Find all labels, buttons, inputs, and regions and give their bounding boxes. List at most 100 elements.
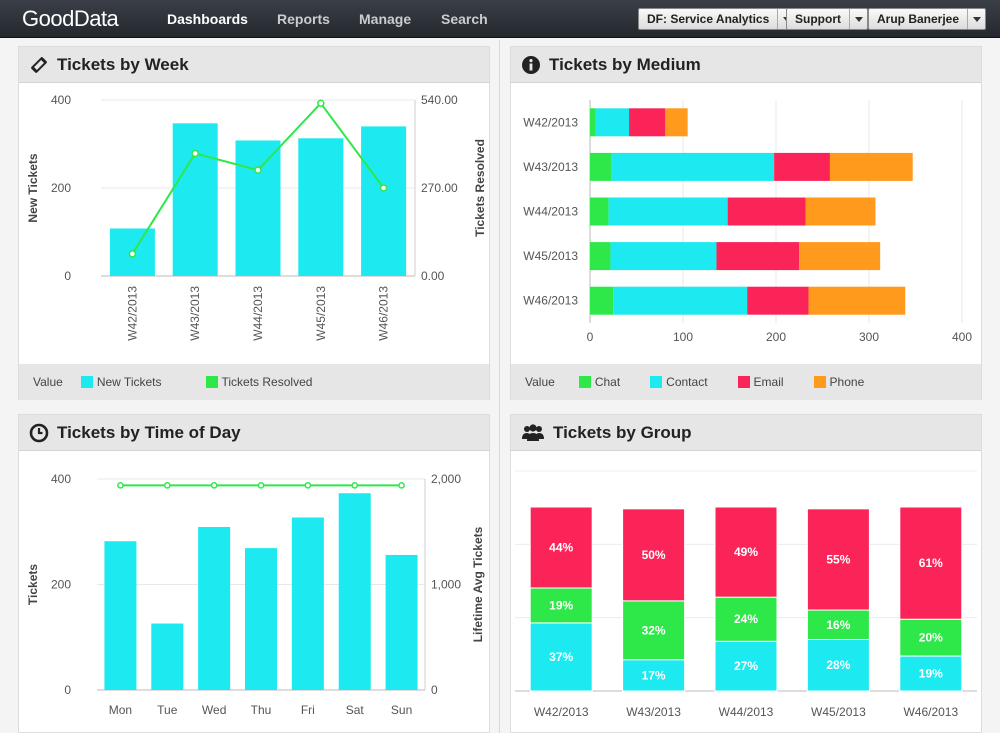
- y-tick-label: W46/2013: [523, 294, 578, 308]
- x-tick-label: Wed: [202, 703, 226, 717]
- bar-segment-email: [774, 152, 830, 181]
- nav-reports[interactable]: Reports: [277, 11, 330, 27]
- legend-item[interactable]: Contact: [650, 375, 708, 389]
- bar-tickets: [151, 623, 184, 690]
- bar-segment-email: [629, 108, 666, 137]
- point-lifetime-avg-tickets: [257, 481, 265, 489]
- panel-title: Tickets by Time of Day: [57, 422, 241, 442]
- bar-new-tickets: [361, 126, 407, 277]
- nav-manage[interactable]: Manage: [359, 11, 412, 27]
- chart-tickets-by-time-of-day: 0 0 200 1,000 400 2,000 Tickets Lifetime Avg Ti…: [26, 472, 485, 717]
- x-tick-label: 300: [859, 330, 879, 344]
- y2-axis-title: Lifetime Avg Tickets: [471, 526, 485, 642]
- panel-title: Tickets by Week: [57, 54, 189, 74]
- panel-title: Tickets by Group: [553, 422, 692, 442]
- x-tick-label: 0: [587, 330, 594, 344]
- legend-title: Value: [33, 375, 63, 389]
- data-label: 20%: [919, 631, 943, 645]
- x-tick-label: Sun: [391, 703, 412, 717]
- project-select-dropdown[interactable]: DF: Service Analytics: [638, 8, 797, 30]
- bar-tickets: [338, 493, 371, 690]
- legend-item[interactable]: Chat: [578, 375, 620, 389]
- data-label: 61%: [919, 556, 943, 570]
- y2-tick-label: 0.00: [421, 269, 445, 283]
- legend-item[interactable]: Phone: [813, 375, 865, 389]
- bar-segment-red: [529, 506, 593, 589]
- info-icon: [521, 55, 541, 75]
- ticket-icon: [29, 55, 49, 75]
- legend-item[interactable]: Tickets Resolved: [205, 375, 312, 389]
- bar-segment-chat: [590, 286, 614, 315]
- gooddata-logo[interactable]: GoodData: [22, 6, 119, 31]
- y-tick-label: 0: [64, 683, 71, 697]
- x-tick-label: 400: [952, 330, 972, 344]
- panel-tickets-by-time-of-day: Tickets by Time of Day 0 0 200 1,000 400 2,00…: [18, 414, 490, 733]
- y2-tick-label: 270.00: [421, 181, 458, 195]
- data-label: 19%: [919, 667, 943, 681]
- y-tick-label: 200: [51, 181, 71, 195]
- bar-segment-chat: [590, 197, 609, 226]
- legend-label: New Tickets: [96, 375, 162, 389]
- bar-segment-cyan: [714, 640, 778, 692]
- legend-item[interactable]: Email: [737, 375, 784, 389]
- chart-tickets-by-medium: 0 100 200 300 400 W42/2013 W43/2013 W44/2013 W45…: [523, 100, 972, 344]
- chevron-down-icon: [967, 9, 985, 29]
- point-lifetime-avg-tickets: [163, 481, 171, 489]
- bar-segment-green: [529, 587, 593, 624]
- point-tickets-resolved: [379, 184, 388, 192]
- project-select-label: DF: Service Analytics: [647, 12, 770, 26]
- x-tick-label: W42/2013: [125, 286, 139, 341]
- x-tick-label: W44/2013: [251, 286, 265, 341]
- user-menu-dropdown[interactable]: Arup Banerjee: [868, 8, 987, 30]
- data-label: 37%: [549, 650, 573, 664]
- users-icon: [521, 423, 545, 443]
- nav-search[interactable]: Search: [441, 11, 488, 27]
- x-tick-label: W45/2013: [314, 286, 328, 341]
- nav-dashboards[interactable]: Dashboards: [167, 11, 248, 27]
- panel-header: Tickets by Time of Day: [19, 415, 489, 451]
- point-lifetime-avg-tickets: [351, 481, 359, 489]
- panel-header: Tickets by Week: [19, 47, 489, 83]
- bar-segment-red: [714, 506, 778, 598]
- x-tick-label: Fri: [301, 703, 315, 717]
- point-lifetime-avg-tickets: [210, 481, 218, 489]
- legend-swatch: [650, 376, 663, 388]
- x-tick-label: W46/2013: [903, 705, 958, 719]
- bar-tickets: [385, 554, 418, 690]
- point-lifetime-avg-tickets: [304, 481, 312, 489]
- bar-segment-chat: [590, 152, 612, 181]
- panel-tickets-by-week: Tickets by Week 0 0.00 200 270.00 400 540.00 N…: [18, 46, 490, 400]
- legend-item[interactable]: New Tickets: [80, 375, 162, 389]
- legend-swatch: [813, 376, 826, 388]
- bar-segment-cyan: [806, 638, 870, 692]
- point-tickets-resolved: [317, 99, 325, 108]
- panel-title: Tickets by Medium: [549, 54, 701, 74]
- y-tick-label: W43/2013: [523, 160, 578, 174]
- data-label: 19%: [549, 598, 573, 612]
- chart-legend: Value New Tickets Tickets Resolved: [19, 364, 489, 400]
- y2-tick-label: 1,000: [431, 578, 461, 592]
- user-name-label: Arup Banerjee: [877, 12, 960, 26]
- bar-segment-cyan: [529, 622, 593, 692]
- y-tick-label: W44/2013: [523, 205, 578, 219]
- support-label: Support: [795, 12, 841, 26]
- data-label: 17%: [642, 668, 666, 682]
- bar-segment-chat: [590, 242, 611, 271]
- x-tick-label: Mon: [109, 703, 132, 717]
- column-divider: [499, 40, 500, 733]
- support-dropdown[interactable]: Support: [786, 8, 868, 30]
- chart-legend: Value Chat Contact Email Phone: [511, 364, 981, 400]
- x-tick-label: W45/2013: [811, 705, 866, 719]
- chevron-down-icon: [849, 9, 867, 29]
- x-tick-label: 200: [766, 330, 786, 344]
- legend-swatch: [578, 376, 591, 388]
- chart-tickets-by-group: 37% 19% 44% W42/2013 17% 32% 50% W43/2013 27% 24%…: [515, 470, 977, 719]
- y-tick-label: W42/2013: [523, 115, 578, 129]
- bar-segment-green: [714, 596, 778, 642]
- chevron-down-icon: [777, 9, 795, 29]
- point-lifetime-avg-tickets: [398, 481, 405, 489]
- legend-label: Phone: [829, 375, 865, 389]
- panel-tickets-by-group: Tickets by Group 37% 19% 44% W42/2013 17% 32%…: [510, 414, 982, 733]
- y2-tick-label: 2,000: [431, 472, 461, 486]
- panel-tickets-by-medium: Tickets by Medium 0 100 200 300 400 W42/2013 W…: [510, 46, 982, 400]
